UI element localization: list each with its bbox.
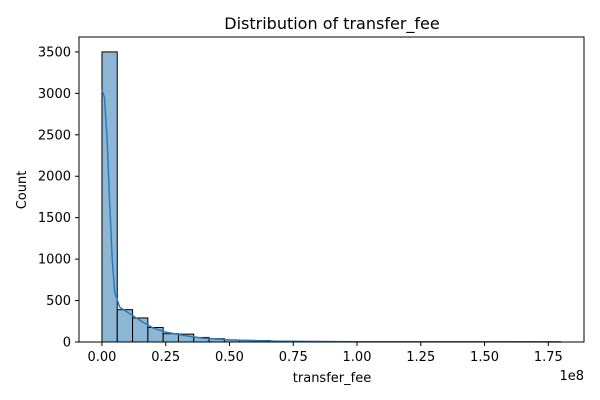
y-tick-label: 2500	[38, 128, 71, 143]
histogram-bar	[147, 326, 164, 343]
histogram-bar	[132, 317, 149, 343]
kde-line	[101, 89, 562, 343]
x-tick-label: 1.25	[406, 350, 435, 365]
x-axis-label: transfer_fee	[293, 371, 371, 386]
histogram-bar	[162, 333, 179, 343]
chart-title: Distribution of transfer_fee	[224, 14, 439, 34]
y-tick-label: 1000	[38, 253, 71, 268]
x-tick-label: 1.50	[470, 350, 499, 365]
x-tick-label: 0.50	[215, 350, 244, 365]
x-tick-label: 0.25	[151, 350, 180, 365]
plot-frame	[78, 36, 585, 343]
y-axis-label: Count	[15, 171, 30, 210]
x-offset-label: 1e8	[559, 369, 584, 384]
y-tick-label: 2000	[38, 170, 71, 185]
y-tick-label: 500	[46, 294, 71, 309]
y-tick-label: 3500	[38, 45, 71, 60]
y-tick-label: 0	[63, 336, 71, 351]
x-tick-label: 0.75	[279, 350, 308, 365]
x-tick-label: 1.75	[534, 350, 563, 365]
y-tick-label: 1500	[38, 211, 71, 226]
plot-area: 0.00 0.25 0.50 0.75 1.00 1.25 1.50 1.75 0 500 1000…	[38, 36, 585, 365]
x-tick-label: 0.00	[87, 350, 116, 365]
y-tick-label: 3000	[38, 87, 71, 102]
x-tick-label: 1.00	[343, 350, 372, 365]
